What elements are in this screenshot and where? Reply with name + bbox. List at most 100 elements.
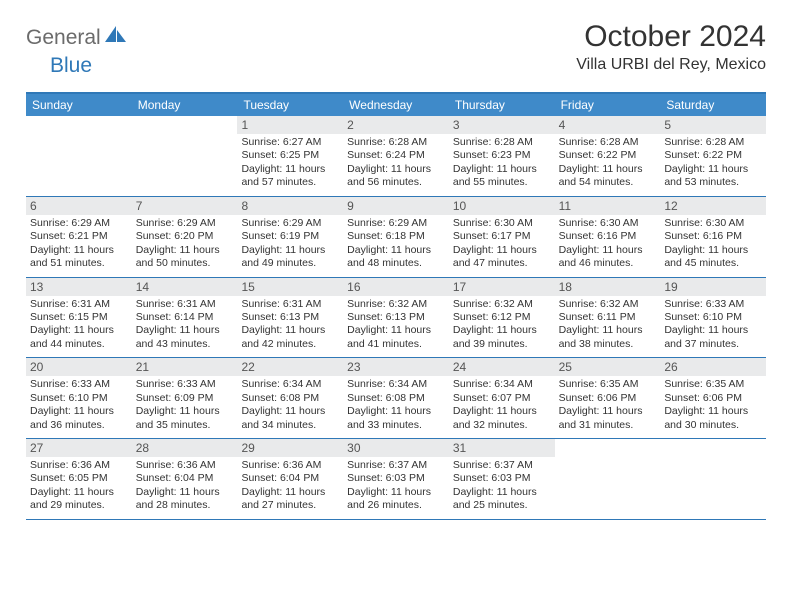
- day-line: and 26 minutes.: [347, 499, 445, 512]
- day-line: and 38 minutes.: [559, 338, 657, 351]
- calendar-day: 7Sunrise: 6:29 AMSunset: 6:20 PMDaylight…: [132, 197, 238, 277]
- weekday-header: Tuesday: [237, 94, 343, 116]
- day-number: 25: [555, 358, 661, 376]
- day-line: Daylight: 11 hours: [453, 163, 551, 176]
- day-body: Sunrise: 6:29 AMSunset: 6:21 PMDaylight:…: [26, 215, 132, 277]
- day-body: Sunrise: 6:29 AMSunset: 6:18 PMDaylight:…: [343, 215, 449, 277]
- day-body: Sunrise: 6:28 AMSunset: 6:23 PMDaylight:…: [449, 134, 555, 196]
- day-line: and 31 minutes.: [559, 419, 657, 432]
- day-body: Sunrise: 6:32 AMSunset: 6:11 PMDaylight:…: [555, 296, 661, 358]
- day-line: Sunrise: 6:32 AM: [453, 298, 551, 311]
- day-line: Sunset: 6:07 PM: [453, 392, 551, 405]
- day-line: and 30 minutes.: [664, 419, 762, 432]
- day-number: 13: [26, 278, 132, 296]
- day-line: Daylight: 11 hours: [559, 405, 657, 418]
- day-body: Sunrise: 6:32 AMSunset: 6:13 PMDaylight:…: [343, 296, 449, 358]
- day-line: Daylight: 11 hours: [347, 405, 445, 418]
- day-line: Daylight: 11 hours: [30, 486, 128, 499]
- day-line: and 42 minutes.: [241, 338, 339, 351]
- day-number: 8: [237, 197, 343, 215]
- day-line: and 46 minutes.: [559, 257, 657, 270]
- day-line: and 41 minutes.: [347, 338, 445, 351]
- day-line: Sunrise: 6:34 AM: [453, 378, 551, 391]
- day-line: Sunrise: 6:32 AM: [347, 298, 445, 311]
- day-line: and 48 minutes.: [347, 257, 445, 270]
- day-line: Sunrise: 6:34 AM: [347, 378, 445, 391]
- day-line: and 54 minutes.: [559, 176, 657, 189]
- day-line: Sunrise: 6:31 AM: [136, 298, 234, 311]
- day-line: Sunrise: 6:28 AM: [347, 136, 445, 149]
- day-line: Daylight: 11 hours: [453, 324, 551, 337]
- day-line: Sunrise: 6:37 AM: [347, 459, 445, 472]
- calendar-day: 5Sunrise: 6:28 AMSunset: 6:22 PMDaylight…: [660, 116, 766, 196]
- day-line: Sunset: 6:20 PM: [136, 230, 234, 243]
- day-number: 14: [132, 278, 238, 296]
- day-number: 22: [237, 358, 343, 376]
- day-line: Sunset: 6:04 PM: [241, 472, 339, 485]
- day-body: Sunrise: 6:34 AMSunset: 6:07 PMDaylight:…: [449, 376, 555, 438]
- calendar-day: 3Sunrise: 6:28 AMSunset: 6:23 PMDaylight…: [449, 116, 555, 196]
- calendar-day: 17Sunrise: 6:32 AMSunset: 6:12 PMDayligh…: [449, 278, 555, 358]
- day-line: Sunrise: 6:31 AM: [241, 298, 339, 311]
- calendar-week: 6Sunrise: 6:29 AMSunset: 6:21 PMDaylight…: [26, 197, 766, 278]
- day-line: Sunrise: 6:33 AM: [664, 298, 762, 311]
- day-line: Sunset: 6:23 PM: [453, 149, 551, 162]
- day-line: Sunrise: 6:34 AM: [241, 378, 339, 391]
- day-number: 29: [237, 439, 343, 457]
- day-body: Sunrise: 6:34 AMSunset: 6:08 PMDaylight:…: [237, 376, 343, 438]
- brand-logo: General: [26, 20, 129, 50]
- day-number: 16: [343, 278, 449, 296]
- day-number: 1: [237, 116, 343, 134]
- calendar-week: 13 Sunrise: 6:31 AM Sunset: 6:15 PM Dayligh…: [26, 278, 766, 359]
- day-body: Sunrise: 6:33 AMSunset: 6:10 PMDaylight:…: [26, 376, 132, 438]
- day-number: 7: [132, 197, 238, 215]
- day-line: Sunset: 6:15 PM: [30, 311, 128, 324]
- day-line: Sunset: 6:10 PM: [30, 392, 128, 405]
- day-number: 31: [449, 439, 555, 457]
- day-line: Daylight: 11 hours: [347, 163, 445, 176]
- day-line: Daylight: 11 hours: [241, 486, 339, 499]
- calendar-day: 26Sunrise: 6:35 AMSunset: 6:06 PMDayligh…: [660, 358, 766, 438]
- calendar-day: 15Sunrise: 6:31 AMSunset: 6:13 PMDayligh…: [237, 278, 343, 358]
- day-line: Sunset: 6:06 PM: [559, 392, 657, 405]
- day-line: and 39 minutes.: [453, 338, 551, 351]
- calendar-day: 8Sunrise: 6:29 AMSunset: 6:19 PMDaylight…: [237, 197, 343, 277]
- day-number: 20: [26, 358, 132, 376]
- day-number: 24: [449, 358, 555, 376]
- day-body: Sunrise: 6:30 AMSunset: 6:17 PMDaylight:…: [449, 215, 555, 277]
- day-number: 5: [660, 116, 766, 134]
- day-line: and 28 minutes.: [136, 499, 234, 512]
- day-line: Sunrise: 6:36 AM: [241, 459, 339, 472]
- day-line: Sunrise: 6:32 AM: [559, 298, 657, 311]
- day-line: Sunset: 6:24 PM: [347, 149, 445, 162]
- day-number: 28: [132, 439, 238, 457]
- day-line: Sunrise: 6:29 AM: [241, 217, 339, 230]
- day-body: Sunrise: 6:28 AMSunset: 6:22 PMDaylight:…: [555, 134, 661, 196]
- calendar-day: 14Sunrise: 6:31 AMSunset: 6:14 PMDayligh…: [132, 278, 238, 358]
- day-number: 6: [26, 197, 132, 215]
- calendar-day: 16Sunrise: 6:32 AMSunset: 6:13 PMDayligh…: [343, 278, 449, 358]
- day-line: and 29 minutes.: [30, 499, 128, 512]
- weekday-header: Monday: [132, 94, 238, 116]
- calendar-day: 19Sunrise: 6:33 AMSunset: 6:10 PMDayligh…: [660, 278, 766, 358]
- day-body: Sunrise: 6:36 AMSunset: 6:04 PMDaylight:…: [237, 457, 343, 519]
- day-line: and 47 minutes.: [453, 257, 551, 270]
- calendar-day: 13Sunrise: 6:31 AMSunset: 6:15 PMDayligh…: [26, 278, 132, 358]
- calendar-day: 29Sunrise: 6:36 AMSunset: 6:04 PMDayligh…: [237, 439, 343, 519]
- weeks-container: 1Sunrise: 6:27 AMSunset: 6:25 PMDaylight…: [26, 116, 766, 520]
- day-line: Daylight: 11 hours: [241, 324, 339, 337]
- day-line: Sunrise: 6:30 AM: [453, 217, 551, 230]
- day-line: Sunset: 6:10 PM: [664, 311, 762, 324]
- day-line: Daylight: 11 hours: [664, 405, 762, 418]
- day-line: and 43 minutes.: [136, 338, 234, 351]
- calendar-day: 11Sunrise: 6:30 AMSunset: 6:16 PMDayligh…: [555, 197, 661, 277]
- logo-sail-icon: [105, 26, 127, 49]
- calendar-day: 6Sunrise: 6:29 AMSunset: 6:21 PMDaylight…: [26, 197, 132, 277]
- calendar-day: 1Sunrise: 6:27 AMSunset: 6:25 PMDaylight…: [237, 116, 343, 196]
- day-line: Sunrise: 6:30 AM: [559, 217, 657, 230]
- month-title: October 2024: [576, 20, 766, 54]
- day-line: Sunrise: 6:29 AM: [136, 217, 234, 230]
- day-line: and 53 minutes.: [664, 176, 762, 189]
- day-line: Sunset: 6:22 PM: [664, 149, 762, 162]
- day-line: Sunset: 6:12 PM: [453, 311, 551, 324]
